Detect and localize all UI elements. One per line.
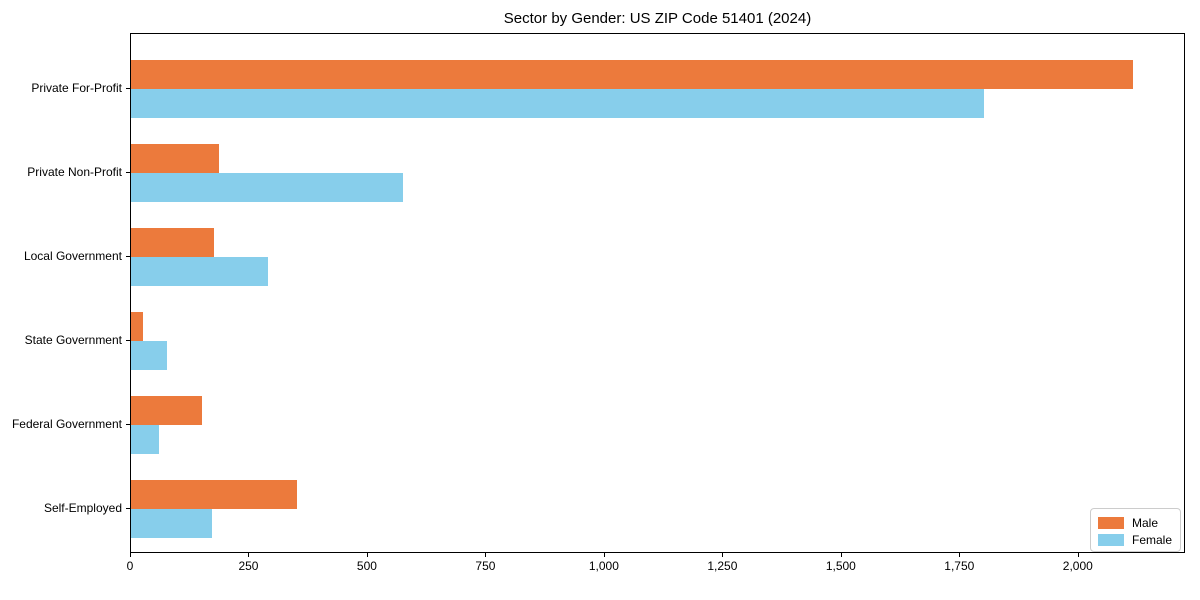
bar-female-local-government bbox=[131, 257, 268, 286]
bar-female-self-employed bbox=[131, 509, 212, 538]
x-tick-label-0: 0 bbox=[126, 559, 134, 573]
x-axis-tick bbox=[485, 553, 487, 557]
x-tick-label-1-000: 1,000 bbox=[588, 559, 619, 573]
bar-female-private-non-profit bbox=[131, 173, 403, 202]
legend: Male Female bbox=[1090, 508, 1181, 552]
bar-female-state-government bbox=[131, 341, 167, 370]
x-axis-tick bbox=[840, 553, 842, 557]
bar-male-self-employed bbox=[131, 480, 297, 509]
x-tick-label-250: 250 bbox=[238, 559, 259, 573]
x-axis-tick bbox=[248, 553, 250, 557]
y-axis-tick bbox=[126, 508, 130, 509]
chart-title: Sector by Gender: US ZIP Code 51401 (202… bbox=[503, 10, 812, 27]
y-axis-tick bbox=[126, 424, 130, 425]
legend-label-male: Male bbox=[1132, 515, 1159, 530]
bar-male-federal-government bbox=[131, 396, 202, 425]
bar-male-state-government bbox=[131, 312, 143, 341]
y-axis-label-self-employed: Self-Employed bbox=[43, 501, 122, 515]
x-tick-label-1-500: 1,500 bbox=[825, 559, 856, 573]
x-tick-label-1-250: 1,250 bbox=[707, 559, 738, 573]
x-axis-tick bbox=[959, 553, 961, 557]
y-axis-label-private-non-profit: Private Non-Profit bbox=[27, 165, 122, 179]
bar-male-private-for-profit bbox=[131, 60, 1133, 89]
x-tick-label-1-750: 1,750 bbox=[944, 559, 975, 573]
x-tick-label-2-000: 2,000 bbox=[1062, 559, 1093, 573]
legend-label-female: Female bbox=[1132, 532, 1173, 547]
plot-area bbox=[130, 33, 1185, 553]
legend-item-female: Female bbox=[1098, 531, 1180, 548]
y-axis-label-local-government: Local Government bbox=[23, 249, 122, 263]
bar-male-private-non-profit bbox=[131, 144, 219, 173]
bar-female-federal-government bbox=[131, 425, 159, 454]
x-axis-tick bbox=[366, 553, 368, 557]
x-axis-tick bbox=[603, 553, 605, 557]
x-tick-label-750: 750 bbox=[475, 559, 496, 573]
bar-male-local-government bbox=[131, 228, 214, 257]
y-axis-tick bbox=[126, 88, 130, 89]
y-axis-label-state-government: State Government bbox=[24, 333, 122, 347]
legend-item-male: Male bbox=[1098, 514, 1180, 531]
bar-female-private-for-profit bbox=[131, 89, 984, 118]
x-axis-tick bbox=[722, 553, 724, 557]
x-axis-tick bbox=[1077, 553, 1079, 557]
y-axis-label-federal-government: Federal Government bbox=[11, 417, 122, 431]
x-tick-label-500: 500 bbox=[356, 559, 377, 573]
legend-swatch-male bbox=[1098, 516, 1124, 529]
legend-swatch-female bbox=[1098, 533, 1124, 546]
y-axis-tick bbox=[126, 256, 130, 257]
x-axis-tick bbox=[130, 553, 131, 557]
y-axis-tick bbox=[126, 340, 130, 341]
y-axis-tick bbox=[126, 172, 130, 173]
y-axis-label-private-for-profit: Private For-Profit bbox=[31, 81, 122, 95]
